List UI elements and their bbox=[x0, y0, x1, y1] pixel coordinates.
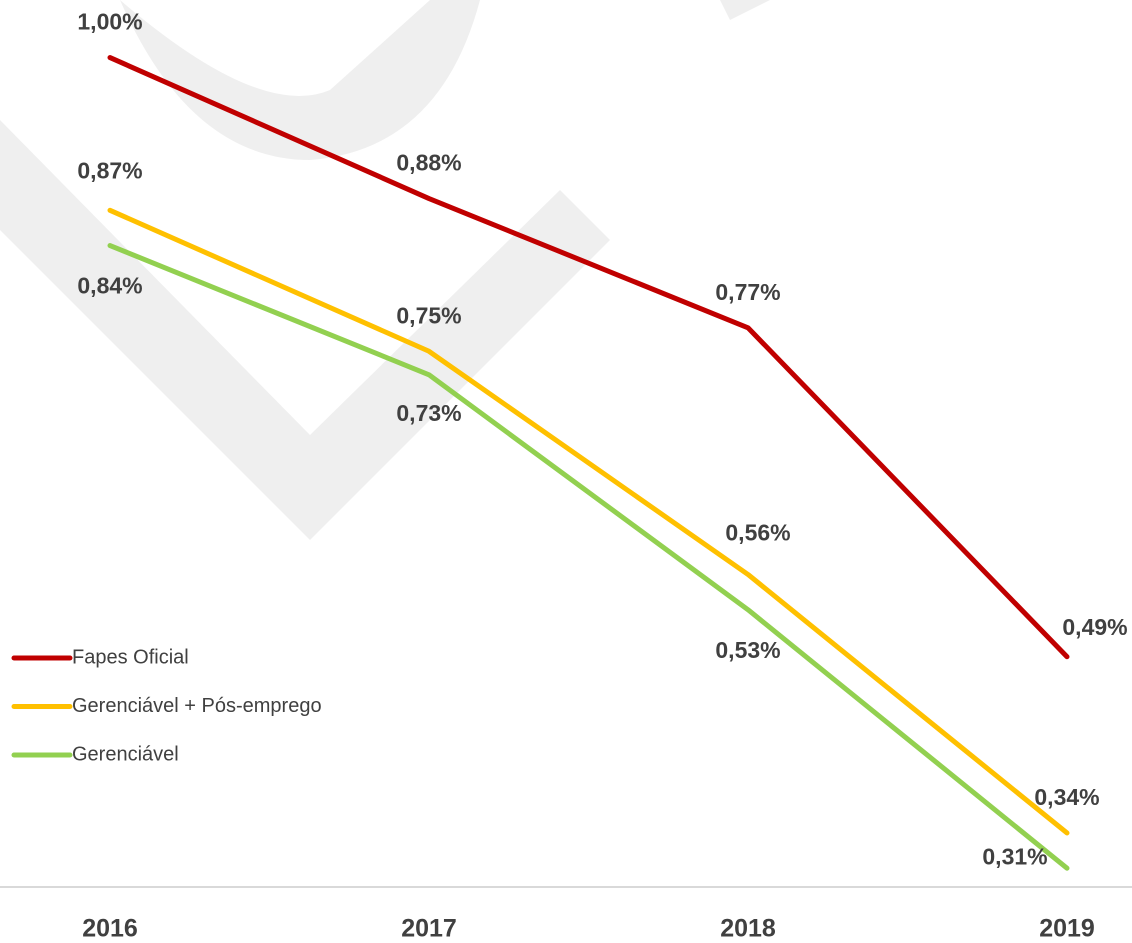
legend-label: Gerenciável + Pós-emprego bbox=[72, 695, 322, 717]
legend-label: Fapes Oficial bbox=[72, 646, 189, 668]
data-label: 0,53% bbox=[715, 637, 780, 663]
data-label: 0,49% bbox=[1062, 614, 1127, 640]
data-label: 0,34% bbox=[1034, 784, 1099, 810]
data-label: 0,75% bbox=[396, 302, 461, 328]
data-label: 0,73% bbox=[396, 400, 461, 426]
x-tick-label: 2019 bbox=[1039, 915, 1095, 943]
data-label: 0,88% bbox=[396, 150, 461, 176]
data-label: 0,84% bbox=[77, 273, 142, 299]
data-label: 0,77% bbox=[715, 279, 780, 305]
x-tick-label: 2018 bbox=[720, 915, 776, 943]
watermark bbox=[0, 0, 770, 540]
series-line bbox=[107, 55, 1070, 660]
data-label: 1,00% bbox=[77, 9, 142, 35]
series-line bbox=[107, 243, 1070, 871]
x-tick-label: 2016 bbox=[82, 915, 138, 943]
legend-label: Gerenciável bbox=[72, 743, 179, 765]
data-label: 0,56% bbox=[725, 520, 790, 546]
data-label: 0,87% bbox=[77, 157, 142, 183]
series-line bbox=[107, 207, 1070, 836]
data-label: 0,31% bbox=[982, 843, 1047, 869]
x-tick-label: 2017 bbox=[401, 915, 457, 943]
